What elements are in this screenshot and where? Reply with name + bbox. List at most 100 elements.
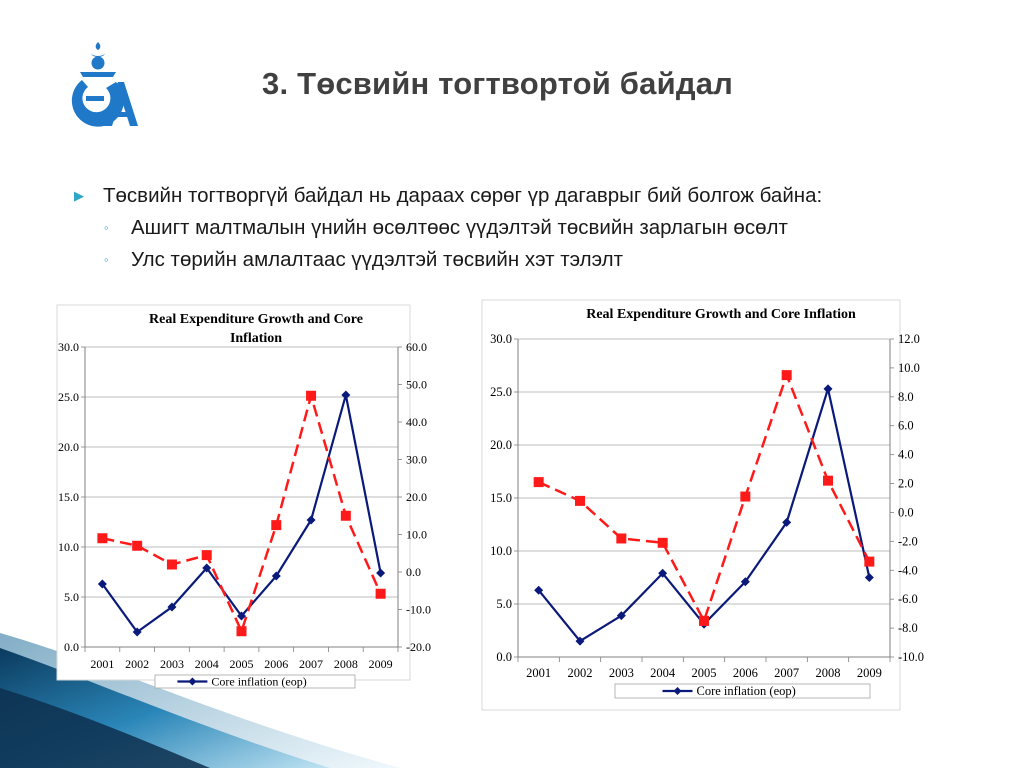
y-left-tick-label: 15.0 bbox=[58, 490, 79, 504]
slide-title: 3. Төсвийн тогтвортой байдал bbox=[262, 66, 734, 101]
y-right-tick-label: 40.0 bbox=[406, 415, 427, 429]
x-tick-label: 2008 bbox=[816, 666, 841, 680]
data-point-square bbox=[616, 533, 627, 544]
data-point-diamond bbox=[740, 577, 750, 587]
x-tick-label: 2005 bbox=[692, 666, 717, 680]
series-line-1 bbox=[102, 391, 382, 635]
circle-bullet-icon: ◦ bbox=[104, 252, 109, 267]
y-right-tick-label: 30.0 bbox=[406, 453, 427, 467]
y-left-tick-label: 15.0 bbox=[490, 491, 512, 505]
y-right-tick-label: -2.0 bbox=[898, 534, 918, 548]
data-point-square bbox=[533, 477, 544, 488]
data-point-square bbox=[740, 491, 751, 502]
bullet-list: ▶ Төсвийн тогтворгүй байдал нь дараах сө… bbox=[74, 180, 974, 276]
data-point-diamond bbox=[202, 563, 212, 573]
y-right-tick-label: -4.0 bbox=[898, 563, 918, 577]
data-point-diamond bbox=[341, 390, 351, 400]
series-line-1 bbox=[538, 371, 871, 625]
y-right-tick-label: 20.0 bbox=[406, 490, 427, 504]
y-right-tick-label: 0.0 bbox=[898, 505, 914, 519]
legend-box bbox=[614, 683, 871, 699]
y-right-tick-label: 12.0 bbox=[898, 332, 920, 346]
y-left-tick-label: 10.0 bbox=[58, 540, 79, 554]
chart-frame bbox=[481, 299, 901, 711]
y-right-tick-label: 2.0 bbox=[898, 477, 914, 491]
bullet-item: ◦ Ашигт малтмалын үнийн өсөлтөөс үүдэлтэ… bbox=[74, 212, 974, 244]
y-left-tick-label: 30.0 bbox=[58, 340, 79, 354]
chart-title: Real Expenditure Growth and Core Inflati… bbox=[586, 307, 856, 322]
y-left-tick-label: 5.0 bbox=[496, 597, 512, 611]
soyombo-logo-icon bbox=[71, 42, 138, 127]
data-point-square bbox=[699, 615, 709, 626]
data-point-square bbox=[781, 370, 792, 381]
y-right-tick-label: -20.0 bbox=[406, 640, 431, 654]
data-point-diamond bbox=[376, 568, 386, 578]
y-left-tick-label: 25.0 bbox=[490, 385, 512, 399]
y-left-tick-label: 20.0 bbox=[490, 438, 512, 452]
data-point-square bbox=[132, 540, 143, 551]
data-point-square bbox=[340, 510, 351, 521]
x-tick-label: 2003 bbox=[609, 666, 634, 680]
y-left-tick-label: 20.0 bbox=[58, 440, 79, 454]
bullet-text: Улс төрийн амлалтаас үүдэлтэй төсвийн хэ… bbox=[131, 248, 623, 271]
triangle-bullet-icon: ▶ bbox=[74, 188, 84, 203]
x-tick-label: 2007 bbox=[774, 666, 799, 680]
chart-title: Inflation bbox=[230, 331, 282, 346]
legend-label: Core inflation (eop) bbox=[697, 684, 796, 698]
legend-marker bbox=[673, 687, 682, 695]
y-right-tick-label: -6.0 bbox=[898, 592, 918, 606]
y-right-tick-label: 8.0 bbox=[898, 390, 914, 404]
data-point-square bbox=[306, 390, 317, 401]
data-point-square bbox=[864, 556, 875, 567]
circle-bullet-icon: ◦ bbox=[104, 220, 109, 235]
x-tick-label: 2001 bbox=[526, 666, 551, 680]
x-tick-label: 2004 bbox=[650, 666, 676, 680]
y-left-tick-label: 10.0 bbox=[490, 544, 512, 558]
data-point-diamond bbox=[97, 579, 107, 589]
data-point-diamond bbox=[306, 515, 316, 525]
y-right-tick-label: 10.0 bbox=[406, 528, 427, 542]
y-left-tick-label: 30.0 bbox=[490, 332, 512, 346]
data-point-square bbox=[657, 537, 668, 548]
chart-frame bbox=[56, 304, 411, 681]
data-point-square bbox=[201, 550, 212, 561]
data-point-diamond bbox=[575, 636, 585, 646]
y-left-tick-label: 5.0 bbox=[64, 590, 79, 604]
y-right-tick-label: -8.0 bbox=[898, 621, 918, 635]
data-point-diamond bbox=[534, 585, 544, 595]
data-point-diamond bbox=[271, 571, 281, 581]
data-point-square bbox=[97, 533, 108, 544]
y-right-tick-label: 10.0 bbox=[898, 361, 920, 375]
data-point-diamond bbox=[782, 517, 792, 527]
data-point-square bbox=[271, 520, 282, 531]
data-point-diamond bbox=[699, 619, 709, 629]
x-tick-label: 2006 bbox=[733, 666, 758, 680]
y-right-tick-label: 6.0 bbox=[898, 419, 914, 433]
data-point-diamond bbox=[864, 573, 874, 582]
y-right-tick-label: 50.0 bbox=[406, 378, 427, 392]
data-point-diamond bbox=[823, 384, 833, 394]
y-right-tick-label: 60.0 bbox=[406, 340, 427, 354]
bullet-text: Төсвийн тогтворгүй байдал нь дараах сөрө… bbox=[103, 184, 823, 207]
y-left-tick-label: 0.0 bbox=[496, 650, 512, 664]
data-point-diamond bbox=[658, 568, 668, 578]
data-point-square bbox=[575, 495, 585, 506]
y-right-tick-label: 0.0 bbox=[406, 565, 421, 579]
chart-title: Real Expenditure Growth and Core bbox=[149, 312, 363, 327]
bullet-text: Ашигт малтмалын үнийн өсөлтөөс үүдэлтэй … bbox=[131, 216, 788, 239]
data-point-diamond bbox=[237, 611, 246, 621]
y-right-tick-label: -10.0 bbox=[406, 603, 431, 617]
bullet-item: ▶ Төсвийн тогтворгүй байдал нь дараах сө… bbox=[74, 180, 974, 212]
bullet-item: ◦ Улс төрийн амлалтаас үүдэлтэй төсвийн … bbox=[74, 244, 974, 276]
series-line-0 bbox=[101, 394, 382, 634]
x-tick-label: 2009 bbox=[857, 666, 882, 680]
y-right-tick-label: -10.0 bbox=[898, 650, 924, 664]
series-line-0 bbox=[537, 384, 871, 643]
data-point-square bbox=[166, 559, 177, 570]
data-point-square bbox=[823, 475, 833, 486]
data-point-square bbox=[375, 588, 386, 599]
data-point-diamond bbox=[167, 602, 177, 612]
decorative-swoosh bbox=[0, 633, 400, 768]
y-right-tick-label: 4.0 bbox=[898, 448, 914, 462]
y-left-tick-label: 25.0 bbox=[58, 390, 79, 404]
